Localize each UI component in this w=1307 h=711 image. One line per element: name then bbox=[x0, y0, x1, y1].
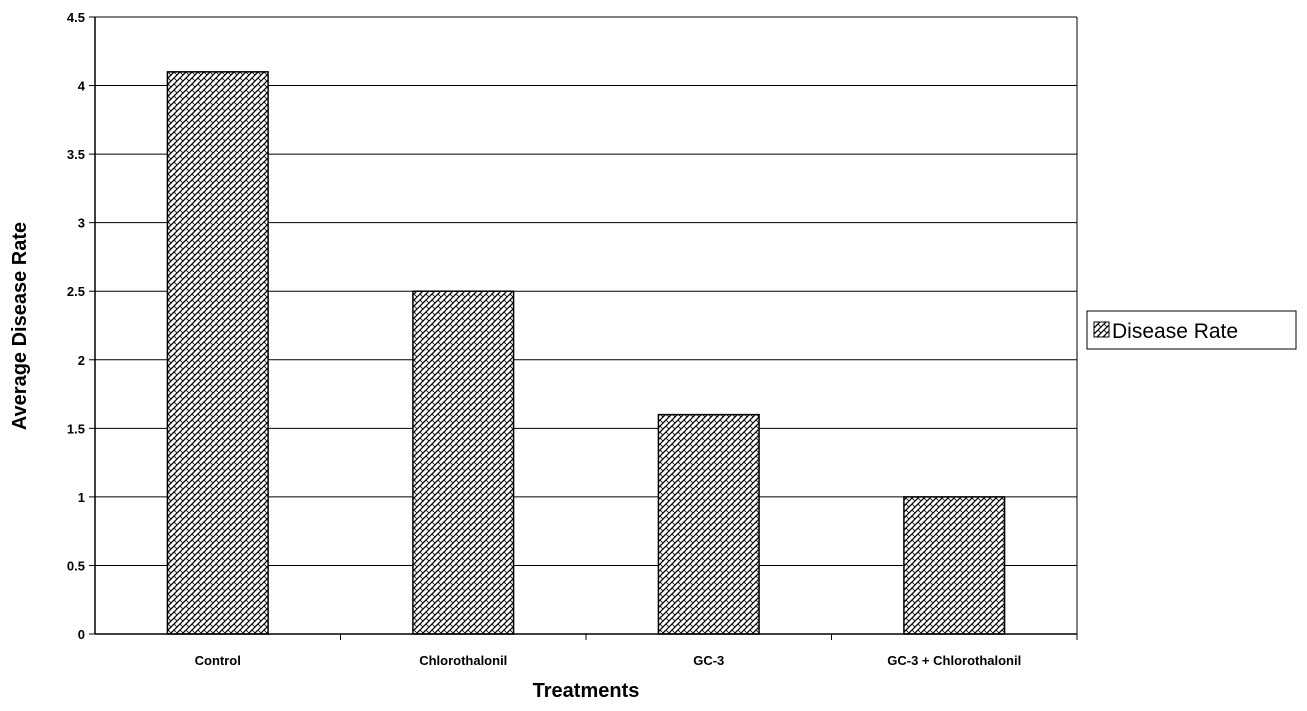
y-axis-title: Average Disease Rate bbox=[9, 222, 31, 430]
y-tick-label: 2 bbox=[78, 353, 85, 368]
legend-swatch bbox=[1093, 321, 1110, 338]
bar-control bbox=[166, 71, 269, 635]
y-tick-label: 1.5 bbox=[67, 421, 85, 436]
y-tick-label: 4.5 bbox=[67, 10, 85, 25]
bars bbox=[166, 71, 1006, 635]
legend: Disease Rate bbox=[1086, 310, 1297, 350]
x-tick-labels: Control Chlorothalonil GC-3 GC-3 + Chloroth… bbox=[195, 653, 1022, 668]
y-tick-label: 4 bbox=[78, 79, 86, 94]
y-tick-label: 3 bbox=[78, 216, 85, 231]
bar-gc-3 bbox=[657, 413, 760, 635]
y-tick-label: 0 bbox=[78, 627, 85, 642]
legend-box bbox=[1086, 310, 1297, 350]
x-tick-label: GC-3 + Chlorothalonil bbox=[887, 653, 1021, 668]
bar-gc-3-chlorothalonil bbox=[903, 496, 1006, 635]
bar-chlorothalonil bbox=[412, 290, 515, 635]
y-tick-label: 2.5 bbox=[67, 284, 85, 299]
x-axis-title: Treatments bbox=[533, 680, 640, 702]
y-tick-label: 0.5 bbox=[67, 558, 85, 573]
x-tick-label: GC-3 bbox=[693, 653, 724, 668]
axes bbox=[89, 16, 1078, 640]
legend-label: Disease Rate bbox=[1112, 320, 1238, 343]
x-tick-label: Control bbox=[195, 653, 241, 668]
y-tick-label: 3.5 bbox=[67, 147, 85, 162]
y-tick-label: 1 bbox=[78, 490, 85, 505]
y-tick-labels: 0 0.5 1 1.5 2 2.5 3 3.5 4 4.5 bbox=[67, 10, 86, 642]
x-tick-label: Chlorothalonil bbox=[419, 653, 507, 668]
